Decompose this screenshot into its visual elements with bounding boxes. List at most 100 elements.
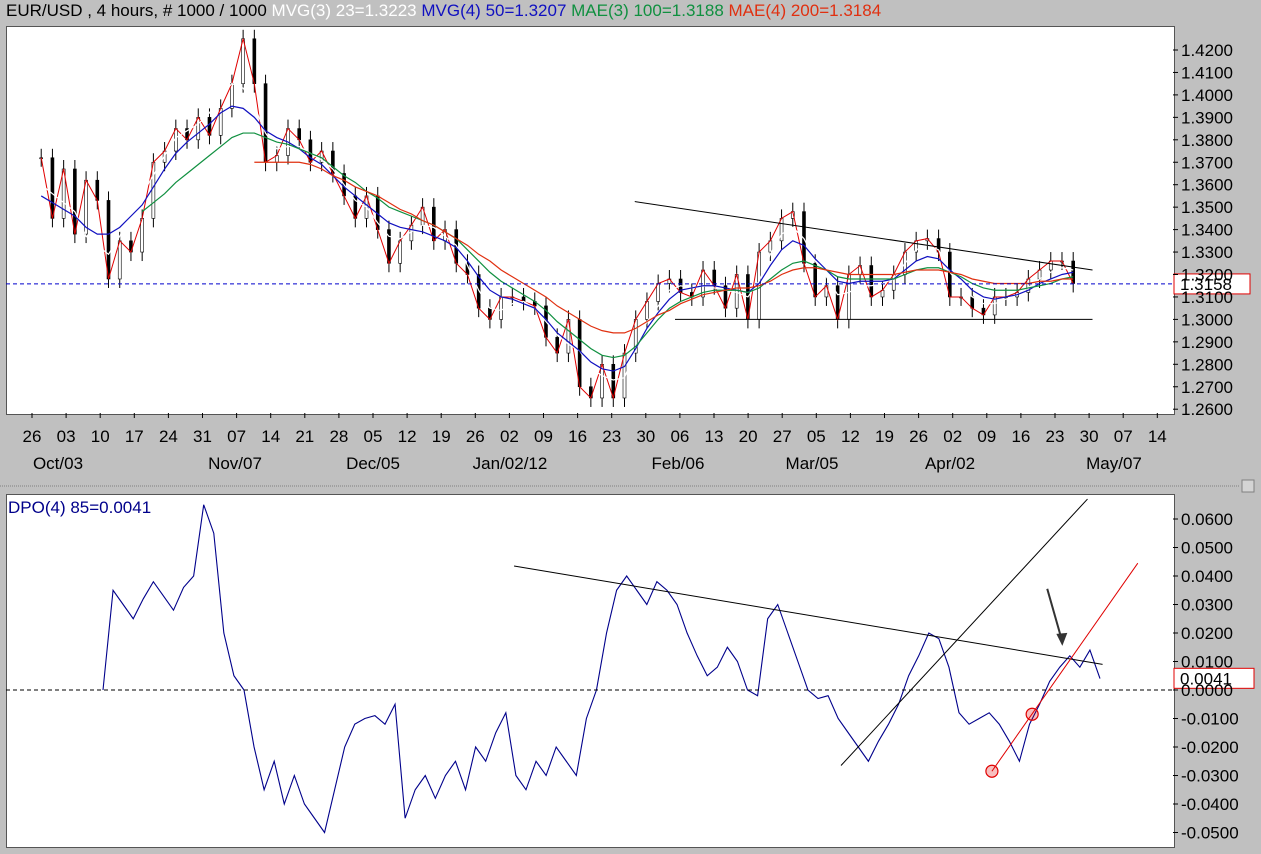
x-axis-day-label: 17 — [125, 427, 144, 446]
candle-body — [847, 274, 851, 320]
x-axis-day-label: 02 — [500, 427, 519, 446]
x-axis-day-label: 10 — [91, 427, 110, 446]
x-axis-month-label: Mar/05 — [786, 454, 839, 473]
price-axis-tick-label: 1.3200 — [1181, 266, 1233, 285]
x-axis-day-label: 26 — [909, 427, 928, 446]
dpo-axis-tick-label: -0.0200 — [1181, 738, 1239, 757]
candle-body — [499, 296, 503, 320]
header-mvg4: MVG(4) 50=1.3207 — [421, 1, 567, 20]
dpo-axis-tick-label: -0.0300 — [1181, 767, 1239, 786]
candle-body — [117, 240, 122, 280]
x-axis-day-label: 09 — [977, 427, 996, 446]
x-axis-day-label: 14 — [1148, 427, 1167, 446]
header-mae3: MAE(3) 100=1.3188 — [571, 1, 724, 20]
x-axis-day-label: 06 — [670, 427, 689, 446]
price-axis-tick-label: 1.3600 — [1181, 176, 1233, 195]
candle-body — [95, 179, 100, 201]
dpo-axis-tick-label: -0.0500 — [1181, 824, 1239, 843]
x-axis-day-label: 19 — [875, 427, 894, 446]
candle-body — [230, 83, 234, 109]
x-axis-day-label: 12 — [398, 427, 417, 446]
x-axis-day-label: 26 — [23, 427, 42, 446]
last-price-label: 1.3158 — [1180, 275, 1232, 294]
price-axis-tick-label: 1.3300 — [1181, 243, 1233, 262]
x-axis-day-label: 12 — [841, 427, 860, 446]
dpo-panel — [6, 494, 1175, 848]
x-axis-day-label: 23 — [1046, 427, 1065, 446]
candle-body — [73, 168, 77, 235]
last-price-tag — [1173, 273, 1251, 295]
dpo-marker-circle — [1025, 707, 1039, 721]
x-axis-day-label: 30 — [636, 427, 655, 446]
candle-body — [241, 38, 245, 84]
dpo-last-value-tag — [1173, 667, 1255, 689]
x-axis-month-label: Dec/05 — [346, 454, 400, 473]
price-axis-tick-label: 1.2600 — [1181, 400, 1233, 419]
x-axis-day-label: 13 — [705, 427, 724, 446]
x-axis-day-label: 30 — [1080, 427, 1099, 446]
x-axis-month-label: Oct/03 — [33, 454, 83, 473]
candle-body — [263, 83, 268, 163]
x-axis-day-label: 16 — [1011, 427, 1030, 446]
x-axis-day-label: 23 — [602, 427, 621, 446]
x-axis-day-label: 14 — [261, 427, 280, 446]
dpo-axis-tick-label: 0.0300 — [1181, 596, 1233, 615]
price-axis-tick-label: 1.3100 — [1181, 288, 1233, 307]
candle-body — [712, 269, 717, 287]
x-axis-day-label: 24 — [159, 427, 178, 446]
x-axis-day-label: 02 — [943, 427, 962, 446]
dpo-axis-tick-label: 0.0100 — [1181, 653, 1233, 672]
dpo-panel-label: DPO(4) 85=0.0041 — [8, 498, 152, 517]
price-panel — [6, 26, 1175, 415]
dpo-axis-tick-label: 0.0600 — [1181, 510, 1233, 529]
candle-body — [645, 301, 649, 320]
mae4-line — [254, 161, 1074, 334]
candle-body — [106, 200, 111, 280]
chart-header: EUR/USD , 4 hours, # 1000 / 1000 MVG(3) … — [6, 1, 881, 21]
dpo-axis-tick-label: 0.0200 — [1181, 624, 1233, 643]
candle-body — [252, 38, 257, 84]
x-axis-day-label: 27 — [773, 427, 792, 446]
price-axis-tick-label: 1.2800 — [1181, 355, 1233, 374]
price-axis-tick-label: 1.4200 — [1181, 41, 1233, 60]
x-axis-month-label: Apr/02 — [925, 454, 975, 473]
candle-body — [196, 117, 201, 141]
candle-body — [398, 240, 402, 264]
x-axis-day-label: 09 — [534, 427, 553, 446]
candle-body — [779, 218, 784, 242]
dpo-marker-circle — [985, 764, 999, 778]
price-axis-tick-label: 1.3400 — [1181, 221, 1233, 240]
price-axis-tick-label: 1.3700 — [1181, 153, 1233, 172]
price-axis-tick-label: 1.2900 — [1181, 333, 1233, 352]
price-axis-tick-label: 1.4100 — [1181, 63, 1233, 82]
x-axis-month-label: Feb/06 — [652, 454, 705, 473]
x-axis-month-label: Nov/07 — [208, 454, 262, 473]
price-axis-tick-label: 1.2700 — [1181, 378, 1233, 397]
x-axis-day-label: 31 — [193, 427, 212, 446]
x-axis-day-label: 05 — [807, 427, 826, 446]
mvg3-line — [40, 82, 1074, 381]
candle-body — [140, 218, 144, 253]
price-axis-tick-label: 1.4000 — [1181, 86, 1233, 105]
header-mvg3: MVG(3) 23=1.3223 — [271, 1, 417, 20]
x-axis-day-label: 19 — [432, 427, 451, 446]
dpo-axis-tick-label: 0.0000 — [1181, 681, 1233, 700]
price-axis-tick-label: 1.3000 — [1181, 310, 1233, 329]
dpo-axis-tick-label: 0.0400 — [1181, 567, 1233, 586]
dpo-arrow-shaft — [1046, 588, 1064, 643]
candle-body — [151, 161, 156, 219]
x-axis-day-label: 26 — [466, 427, 485, 446]
x-axis-day-label: 20 — [739, 427, 758, 446]
x-axis-day-label: 07 — [227, 427, 246, 446]
x-axis-day-label: 16 — [568, 427, 587, 446]
dpo-axis-tick-label: 0.0500 — [1181, 539, 1233, 558]
header-mae4: MAE(4) 200=1.3184 — [728, 1, 882, 20]
separator-handle — [1241, 479, 1255, 493]
x-axis-day-label: 07 — [1114, 427, 1133, 446]
dpo-axis-tick-label: -0.0400 — [1181, 795, 1239, 814]
dpo-line — [102, 504, 1101, 834]
x-axis-month-label: May/07 — [1086, 454, 1142, 473]
x-axis-day-label: 28 — [329, 427, 348, 446]
dpo-last-value-label: 0.0041 — [1180, 669, 1232, 688]
